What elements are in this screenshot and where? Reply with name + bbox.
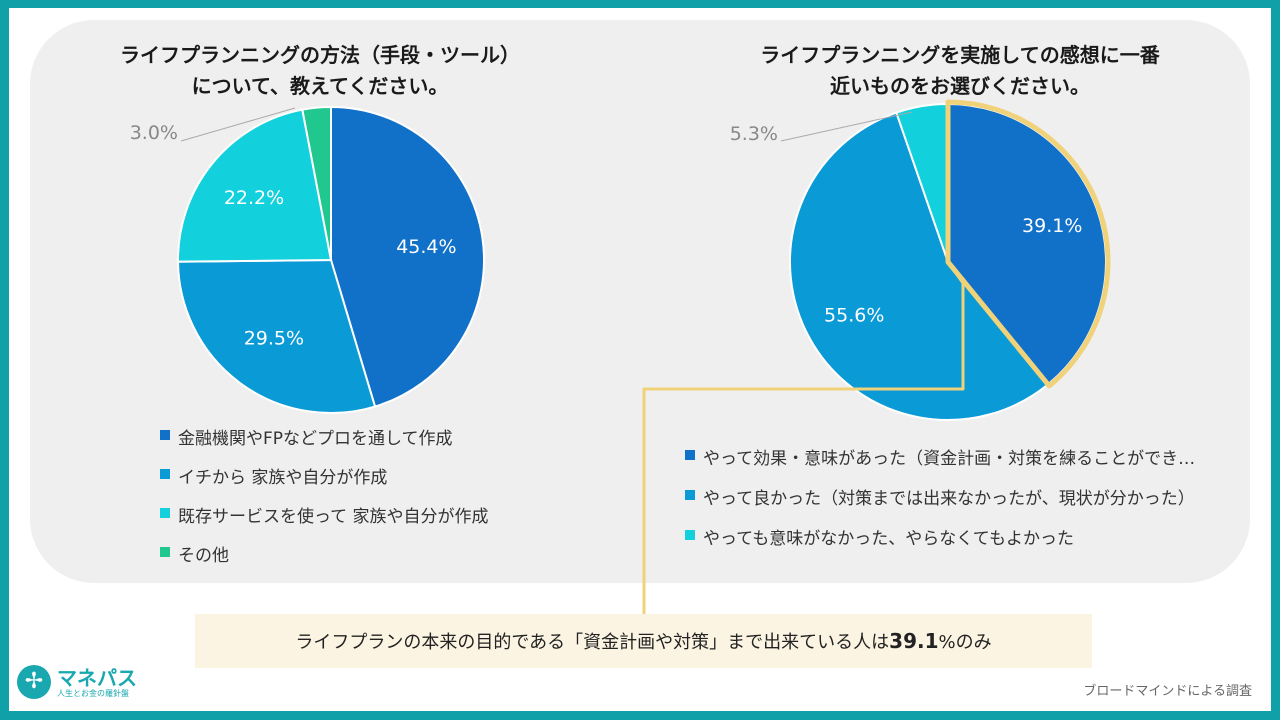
right-legend: やって効果・意味があった（資金計画・対策を練ることができ… やって良かった（対策ま…	[685, 444, 1255, 564]
left-chart-title: ライフプランニングの方法（手段・ツール） について、教えてください。	[70, 40, 570, 102]
brand-tagline: 人生とお金の羅針盤	[57, 689, 129, 698]
legend-swatch	[685, 490, 695, 500]
legend-label: 金融機関やFPなどプロを通して作成	[178, 429, 453, 449]
data-label: 45.4%	[396, 236, 456, 258]
brand-name: マネパス	[57, 666, 137, 690]
legend-label: やって良かった（対策までは出来なかったが、現状が分かった）	[703, 489, 1195, 509]
data-label: 5.3%	[730, 123, 778, 145]
compass-icon: ✢	[17, 665, 51, 699]
frame-border-left	[0, 0, 9, 720]
legend-label: やって効果・意味があった（資金計画・対策を練ることができ…	[703, 449, 1196, 469]
pie-slice	[330, 105, 485, 408]
legend-label: やっても意味がなかった、やらなくてもよかった	[703, 529, 1074, 549]
frame-border-top	[0, 0, 1280, 8]
legend-label: 既存サービスを使って 家族や自分が作成	[178, 507, 489, 527]
data-label: 22.2%	[224, 187, 284, 209]
data-label: 39.1%	[1022, 215, 1082, 237]
legend-swatch	[160, 430, 170, 440]
legend-swatch	[160, 547, 170, 557]
leader-line	[180, 107, 296, 142]
source-note: ブロードマインドによる調査	[1083, 684, 1252, 699]
right-chart-title: ライフプランニングを実施しての感想に一番 近いものをお選びください。	[700, 40, 1220, 102]
pie-chart-impression: 39.1% 55.6% 5.3%	[730, 99, 1111, 421]
left-title-line-1: ライフプランニングの方法（手段・ツール）	[120, 43, 520, 67]
highlight-outline	[945, 99, 1111, 389]
pie-slice	[176, 258, 377, 414]
legend-swatch	[160, 469, 170, 479]
data-label: 29.5%	[244, 328, 304, 350]
callout-text: ライフプランの本来の目的である「資金計画や対策」まで出来ている人は39.1%のみ	[195, 614, 1092, 668]
callout-suffix: %のみ	[938, 632, 992, 653]
legend-swatch	[685, 450, 695, 460]
pie-slice	[177, 108, 333, 263]
pie-slice	[301, 105, 332, 261]
frame-border-bottom	[0, 711, 1280, 720]
legend-label: その他	[178, 546, 229, 566]
data-label: 55.6%	[824, 304, 884, 326]
left-title-line-2: について、教えてください。	[191, 74, 449, 98]
callout-prefix: ライフプランの本来の目的である「資金計画や対策」まで出来ている人は	[295, 632, 890, 653]
pie-chart-method: 45.4% 29.5% 22.2% 3.0%	[130, 105, 485, 414]
callout-value: 39.1	[889, 629, 939, 653]
left-legend: 金融機関やFPなどプロを通して作成 イチから 家族や自分が作成既存サービスを使って…	[160, 424, 580, 574]
brand-logo: ✢ マネパス 人生とお金の羅針盤	[17, 664, 147, 704]
right-title-line-1: ライフプランニングを実施しての感想に一番	[760, 43, 1160, 67]
callout-note: ライフプランの本来の目的である「資金計画や対策」まで出来ている人は39.1%のみ	[195, 614, 1092, 668]
leader-line	[780, 111, 913, 142]
legend-swatch	[685, 530, 695, 540]
data-label: 3.0%	[130, 122, 178, 144]
frame-border-right	[1271, 0, 1280, 720]
pie-slice	[789, 111, 1050, 421]
callout-connector	[642, 261, 965, 614]
right-title-line-2: 近いものをお選びください。	[830, 74, 1090, 98]
legend-swatch	[160, 508, 170, 518]
legend-label: イチから 家族や自分が作成	[178, 468, 388, 488]
